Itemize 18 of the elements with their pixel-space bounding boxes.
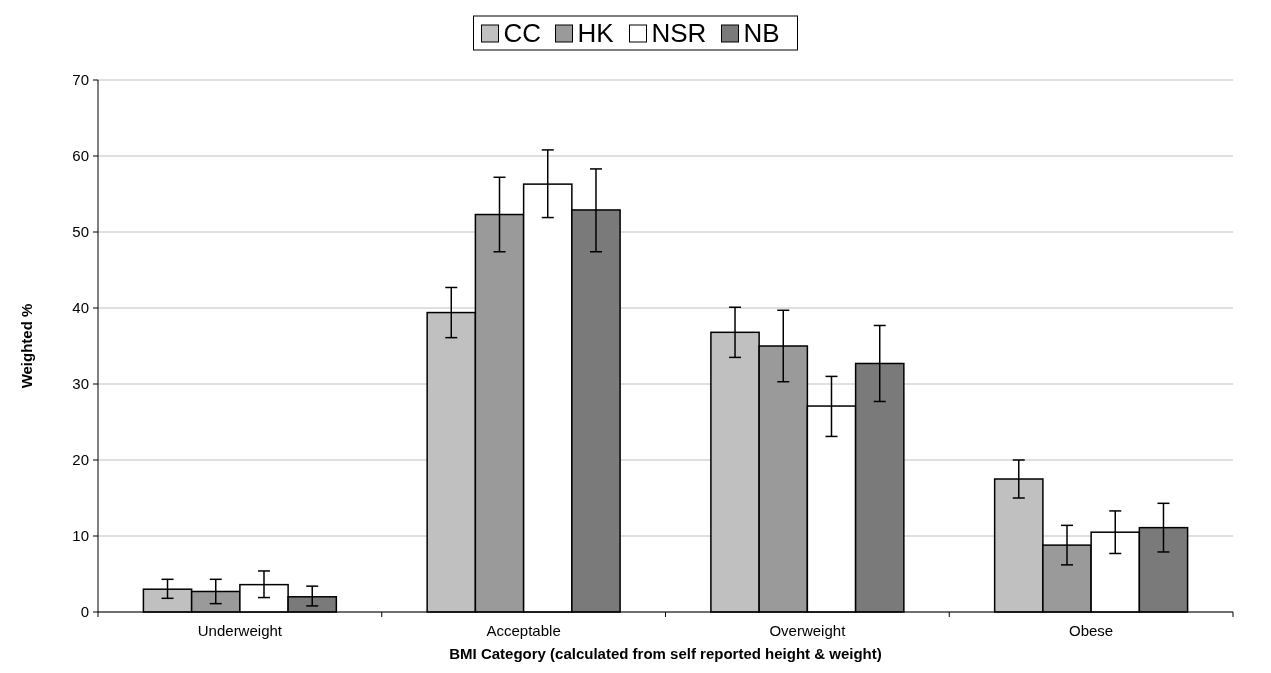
legend-label: NB bbox=[743, 18, 780, 48]
y-tick-label: 50 bbox=[72, 223, 89, 241]
x-axis-title: BMI Category (calculated from self reported height & weight) bbox=[449, 645, 882, 662]
x-tick-label: Acceptable bbox=[486, 622, 561, 639]
y-tick-label: 10 bbox=[72, 527, 89, 545]
legend-label: NSR bbox=[651, 18, 707, 48]
x-tick-label: Overweight bbox=[769, 622, 847, 639]
legend-label: CC bbox=[503, 18, 542, 48]
y-tick-label: 30 bbox=[72, 375, 89, 393]
y-axis-title: Weighted % bbox=[18, 303, 35, 389]
y-tick-label: 20 bbox=[72, 451, 89, 469]
y-tick-label: 0 bbox=[80, 603, 89, 621]
y-tick-label: 40 bbox=[72, 299, 89, 317]
y-tick-label: 60 bbox=[72, 147, 89, 165]
x-tick-label: Obese bbox=[1069, 622, 1114, 639]
y-tick-label: 70 bbox=[72, 71, 89, 89]
legend-label: HK bbox=[577, 18, 615, 48]
x-tick-label: Underweight bbox=[197, 622, 283, 639]
